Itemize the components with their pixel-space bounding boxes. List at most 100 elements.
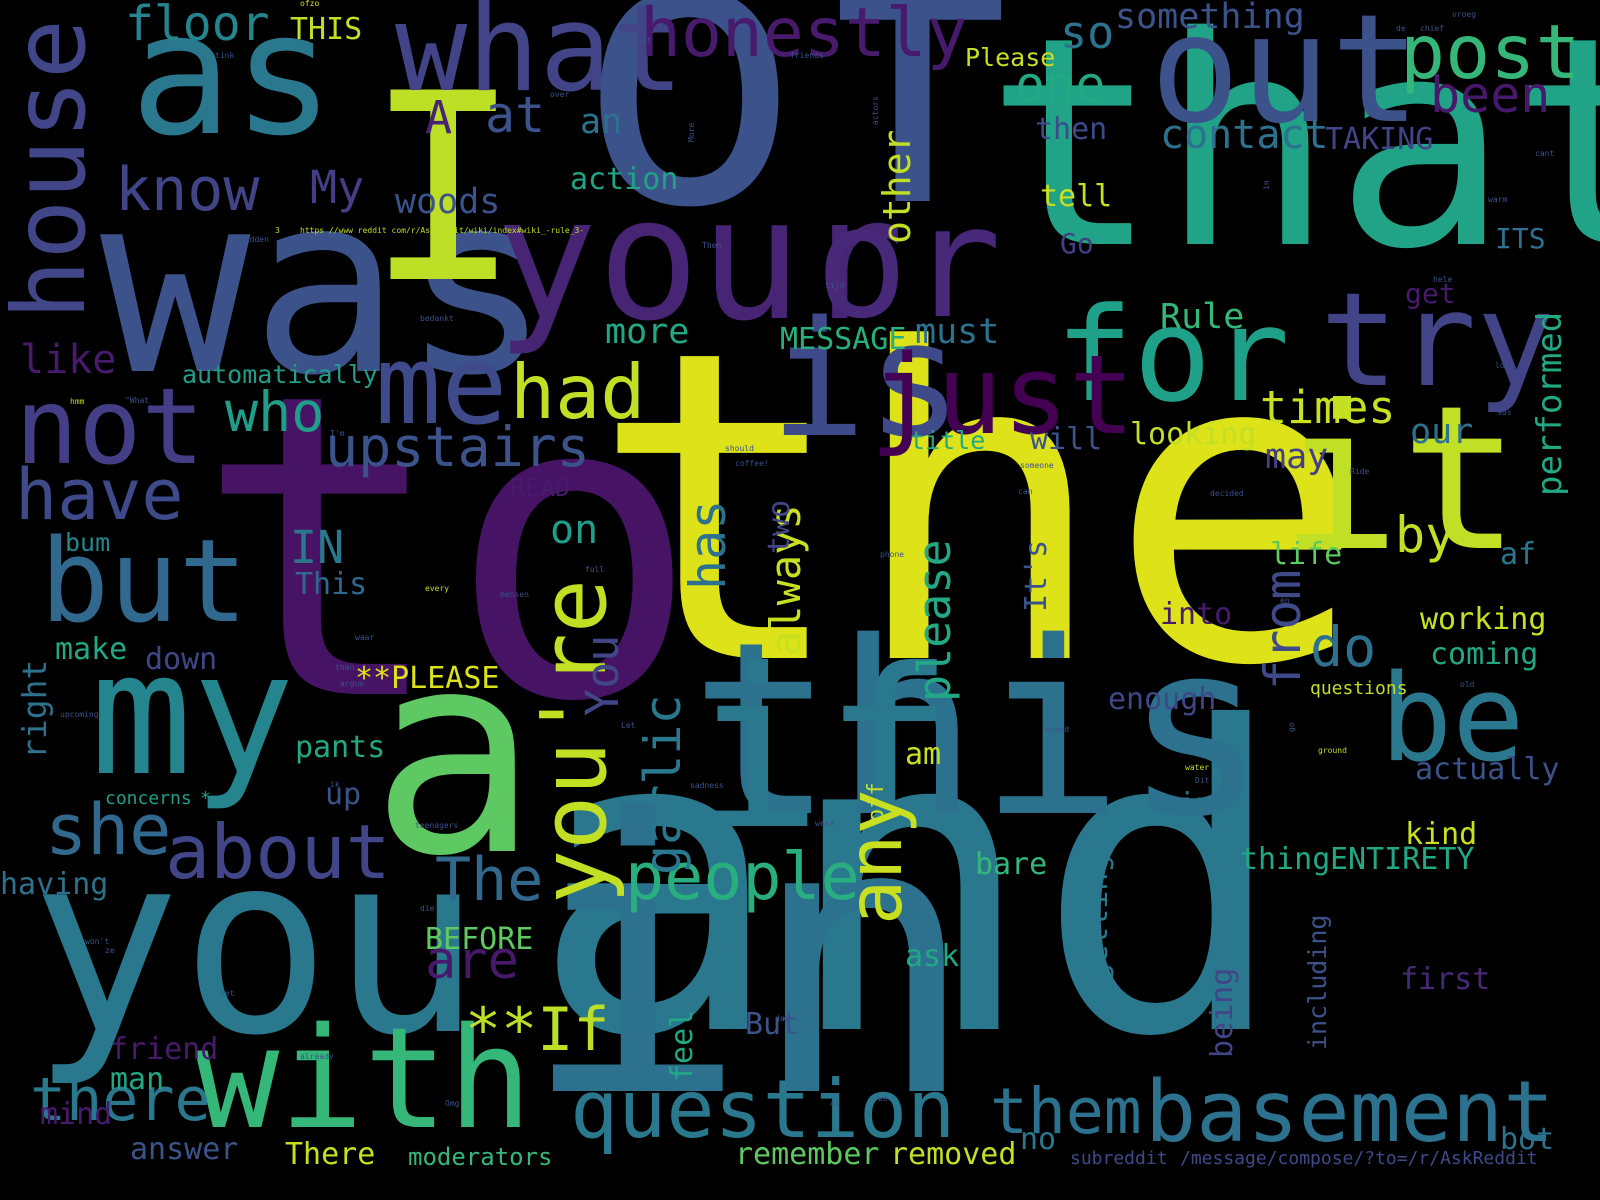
word-cloud-word: be bbox=[1380, 650, 1525, 789]
word-cloud-word: go bbox=[1287, 722, 1296, 732]
word-cloud-word: basement bbox=[1145, 1063, 1555, 1162]
word-cloud-word: What bbox=[632, 36, 652, 45]
word-cloud-word: have bbox=[15, 454, 184, 536]
word-cloud-word: "What bbox=[125, 396, 150, 405]
word-cloud-word: an bbox=[580, 102, 623, 142]
word-cloud-word: remember bbox=[735, 1137, 880, 1172]
word-cloud-word: being bbox=[1205, 967, 1240, 1058]
word-cloud-word: just bbox=[870, 331, 1135, 459]
word-cloud-word: The bbox=[435, 845, 544, 915]
word-cloud-word: we bbox=[878, 1094, 888, 1103]
word-cloud-word: your bbox=[495, 161, 905, 359]
word-cloud-word: enough bbox=[1108, 682, 1217, 717]
word-cloud-word: upcoming bbox=[60, 710, 99, 719]
word-cloud-word: vroeg bbox=[1452, 10, 1477, 19]
word-cloud-word: by bbox=[1395, 506, 1456, 564]
word-cloud-word: phone bbox=[880, 550, 905, 559]
word-cloud-word: must bbox=[915, 312, 1000, 352]
word-cloud-word: I bbox=[365, 39, 522, 341]
word-cloud-word: into bbox=[1160, 597, 1233, 632]
word-cloud-word: ENTIRETY bbox=[1330, 842, 1475, 877]
word-cloud-word: including bbox=[1303, 914, 1332, 1050]
word-cloud-word: you bbox=[30, 799, 482, 1090]
word-cloud-word: coffee! bbox=[735, 459, 769, 468]
word-cloud-word: ik bbox=[330, 780, 340, 789]
word-cloud-word: been bbox=[1430, 66, 1551, 124]
word-cloud-word: more bbox=[605, 312, 690, 352]
word-cloud-word: contact bbox=[1160, 112, 1329, 158]
word-cloud-word: tink bbox=[215, 51, 235, 60]
word-cloud-word: hele bbox=[1433, 275, 1453, 284]
word-cloud-word: Let bbox=[621, 721, 636, 730]
word-cloud-word: full bbox=[585, 565, 605, 574]
word-cloud-word: upstairs bbox=[325, 415, 590, 479]
word-cloud-word: what bbox=[395, 0, 684, 119]
word-cloud-word: not bbox=[15, 366, 205, 488]
word-cloud-word: argue bbox=[340, 679, 365, 688]
word-cloud-word: were bbox=[815, 819, 835, 828]
word-cloud-word: More bbox=[687, 122, 696, 142]
word-cloud-word: teenagers bbox=[415, 821, 459, 830]
word-cloud-word: old bbox=[1460, 680, 1475, 689]
word-cloud-word: kind bbox=[1405, 817, 1478, 852]
word-cloud-word: two bbox=[762, 499, 797, 554]
word-cloud-word: bare bbox=[975, 847, 1048, 882]
word-cloud-word: You bbox=[576, 634, 629, 716]
word-cloud-word: but bbox=[40, 515, 248, 649]
word-cloud-word: every bbox=[425, 584, 450, 593]
word-cloud-word: bum bbox=[65, 528, 111, 557]
word-cloud-word: looking bbox=[1130, 417, 1257, 452]
word-cloud-word: up bbox=[325, 777, 362, 812]
word-cloud-word: with bbox=[195, 998, 533, 1161]
word-cloud-word: af bbox=[1500, 537, 1537, 572]
word-cloud-word: are bbox=[425, 931, 519, 991]
word-cloud-word: Omg bbox=[445, 1099, 460, 1108]
word-cloud-word: man bbox=[110, 1062, 165, 1097]
word-cloud-word: out bbox=[1150, 0, 1421, 157]
word-cloud-word: like bbox=[20, 337, 117, 383]
word-cloud-word: so bbox=[1060, 6, 1115, 59]
word-cloud-word: people bbox=[625, 840, 860, 915]
word-cloud-word: them bbox=[990, 1075, 1142, 1148]
word-cloud-word: you're bbox=[522, 578, 627, 904]
word-cloud-word: off bbox=[864, 782, 889, 822]
word-cloud-word: Rule bbox=[1160, 297, 1245, 337]
word-cloud-word: ask bbox=[905, 939, 960, 974]
word-cloud-word: the bbox=[590, 260, 1367, 760]
word-cloud-word: at bbox=[485, 86, 546, 144]
word-cloud-word: in bbox=[520, 738, 978, 1181]
word-cloud-word: subreddit bbox=[1070, 1148, 1168, 1169]
word-cloud-word: right bbox=[15, 659, 54, 759]
word-cloud-word: hmm bbox=[70, 397, 85, 406]
word-cloud-word: tijd bbox=[825, 281, 845, 290]
word-cloud-word: over bbox=[550, 90, 570, 99]
word-cloud-word: times bbox=[1260, 381, 1396, 434]
word-cloud-word: moderators bbox=[408, 1143, 553, 1171]
word-cloud-word: My bbox=[310, 161, 365, 214]
word-cloud-word: was bbox=[100, 139, 552, 430]
word-cloud-word: actually bbox=[1415, 752, 1560, 787]
word-cloud-word: BEFORE bbox=[425, 922, 534, 957]
word-cloud-word: There bbox=[285, 1137, 376, 1172]
word-cloud-word: get bbox=[1405, 277, 1456, 310]
word-cloud-word: waar bbox=[355, 633, 375, 642]
word-cloud-word: of bbox=[575, 0, 1033, 291]
word-cloud-word: READ bbox=[510, 473, 571, 502]
word-cloud-word: thing bbox=[1240, 842, 1331, 877]
word-cloud-word: ITS bbox=[1495, 222, 1546, 255]
word-cloud-word: house bbox=[0, 18, 108, 320]
word-cloud-word: This bbox=[295, 567, 368, 602]
word-cloud-word: and bbox=[530, 640, 1289, 1129]
word-cloud-word: * bbox=[200, 788, 211, 809]
word-cloud-word: Dit bbox=[1195, 776, 1210, 785]
word-cloud-word: can bbox=[1018, 487, 1033, 496]
word-cloud-word: decided bbox=[1210, 489, 1244, 498]
word-cloud-word: floor bbox=[125, 0, 270, 52]
word-cloud-word: she bbox=[45, 789, 172, 871]
word-cloud-word: other bbox=[875, 129, 919, 244]
word-cloud-word: bot bbox=[1500, 1122, 1555, 1157]
word-cloud-word: is bbox=[770, 286, 963, 473]
word-cloud-word: should bbox=[725, 444, 754, 453]
word-cloud-word: 3 bbox=[275, 226, 280, 235]
